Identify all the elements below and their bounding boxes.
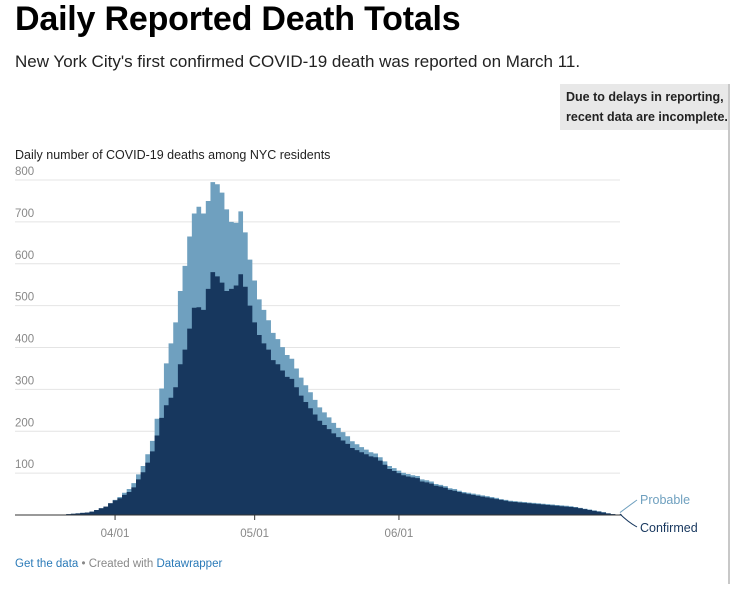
y-tick-label: 500 [15, 292, 34, 304]
y-tick-label: 200 [15, 417, 34, 429]
footer: Get the data • Created with Datawrapper [15, 558, 222, 570]
y-axis-ticks: 800 700 600 500 400 300 200 100 [15, 166, 34, 471]
y-tick-label: 700 [15, 208, 34, 220]
footer-separator: • Created with [78, 558, 157, 570]
legend: Probable Confirmed [619, 493, 698, 535]
y-tick-label: 400 [15, 334, 34, 346]
get-data-link[interactable]: Get the data [15, 558, 79, 570]
legend-probable: Probable [640, 493, 690, 507]
datawrapper-link[interactable]: Datawrapper [156, 558, 223, 570]
confirmed-leader-line [619, 513, 638, 528]
recent-data-marker-line [728, 84, 730, 584]
y-tick-label: 800 [15, 166, 34, 178]
chart-title: Daily number of COVID-19 deaths among NY… [15, 148, 331, 162]
y-tick-label: 600 [15, 250, 34, 262]
area-series [15, 182, 622, 516]
legend-confirmed: Confirmed [640, 521, 698, 535]
confirmed-series-area [15, 272, 620, 515]
x-tick-label: 06/01 [385, 528, 414, 540]
x-tick-label: 05/01 [240, 528, 269, 540]
note-line-2: recent data are incomplete. [566, 110, 728, 124]
incomplete-data-note: Due to delays in reporting, recent data … [560, 84, 730, 130]
y-tick-label: 100 [15, 459, 34, 471]
y-tick-label: 300 [15, 375, 34, 387]
gridlines [15, 179, 620, 474]
probable-leader-line [619, 499, 638, 513]
page-title: Daily Reported Death Totals [15, 0, 461, 38]
x-axis-ticks: 04/01 05/01 06/01 [101, 515, 414, 540]
note-line-1: Due to delays in reporting, [566, 90, 724, 104]
page-subtitle: New York City's first confirmed COVID-19… [15, 52, 581, 71]
x-tick-label: 04/01 [101, 528, 130, 540]
